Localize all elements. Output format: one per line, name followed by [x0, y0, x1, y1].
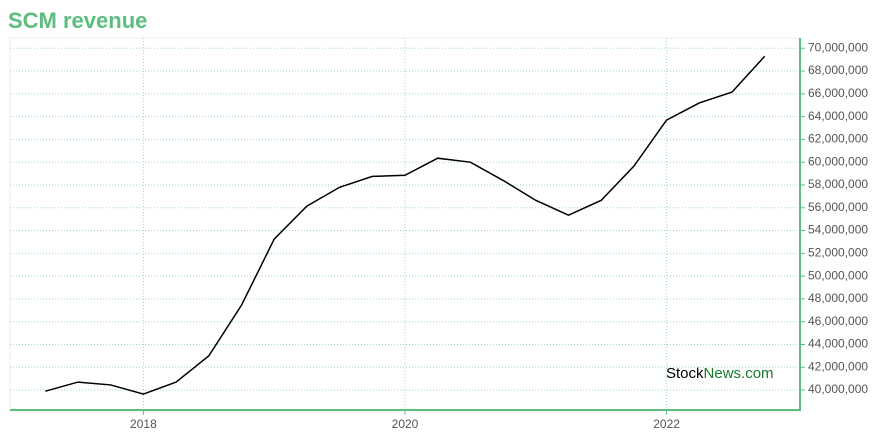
y-tick-label: 56,000,000 — [808, 200, 868, 214]
y-tick-label: 46,000,000 — [808, 314, 868, 328]
y-tick-label: 70,000,000 — [808, 40, 868, 54]
x-tick-label: 2022 — [653, 417, 680, 431]
y-tick-label: 44,000,000 — [808, 337, 868, 351]
x-tick-label: 2018 — [130, 417, 157, 431]
y-tick-label: 68,000,000 — [808, 63, 868, 77]
watermark-part: Stock — [666, 365, 704, 382]
y-tick-label: 40,000,000 — [808, 382, 868, 396]
y-tick-label: 50,000,000 — [808, 268, 868, 282]
chart-title: SCM revenue — [8, 8, 147, 33]
watermark: StockNews.com — [666, 365, 774, 382]
y-tick-label: 42,000,000 — [808, 359, 868, 373]
y-tick-label: 48,000,000 — [808, 291, 868, 305]
x-tick-label: 2020 — [392, 417, 419, 431]
y-tick-label: 52,000,000 — [808, 246, 868, 260]
watermark-part: News.com — [704, 365, 774, 382]
y-tick-label: 62,000,000 — [808, 132, 868, 146]
line-series — [45, 55, 766, 395]
y-tick-label: 58,000,000 — [808, 177, 868, 191]
y-tick-label: 64,000,000 — [808, 109, 868, 123]
y-tick-label: 60,000,000 — [808, 154, 868, 168]
y-tick-label: 54,000,000 — [808, 223, 868, 237]
y-tick-label: 66,000,000 — [808, 86, 868, 100]
